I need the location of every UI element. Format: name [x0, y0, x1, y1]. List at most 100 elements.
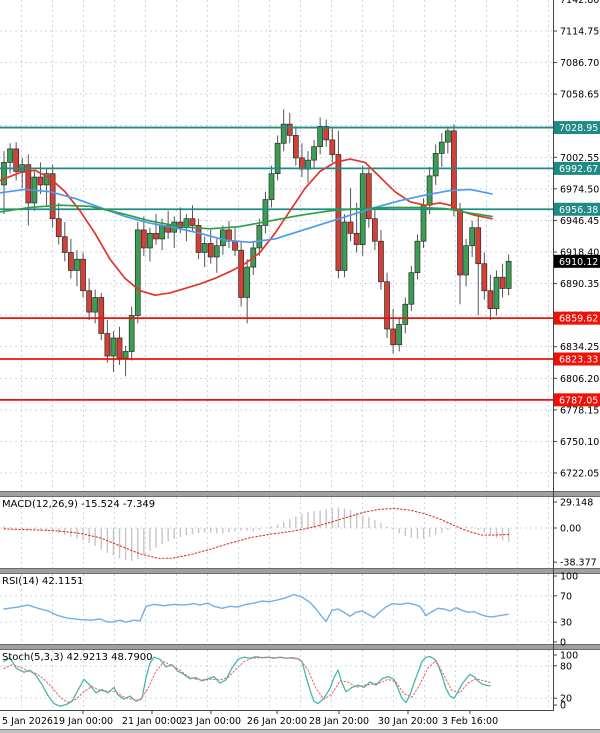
bear-candle — [481, 263, 488, 292]
bull-candle — [505, 260, 512, 289]
bull-candle — [147, 232, 153, 249]
bear-candle — [153, 232, 159, 240]
current-price-label: 6910.12 — [559, 257, 598, 268]
bear-candle — [98, 297, 105, 334]
bear-candle — [353, 232, 360, 245]
bull-candle — [43, 173, 50, 186]
bull-candle — [7, 148, 13, 163]
bear-candle — [68, 252, 74, 271]
bull-candle — [159, 225, 165, 240]
stoch-axis-label: 80 — [560, 661, 572, 672]
bear-candle — [323, 126, 330, 141]
price-axis-label: 7086.70 — [560, 58, 599, 69]
bear-candle — [49, 173, 56, 220]
price-axis-label: 7058.65 — [560, 90, 599, 101]
resistance-price-badge-label: 6992.67 — [559, 164, 598, 175]
time-axis-label: 19 Jan 00:00 — [53, 716, 113, 727]
support-price-badge-label: 6859.62 — [559, 314, 598, 325]
bear-candle — [384, 281, 390, 330]
bear-candle — [61, 236, 68, 253]
macd-axis-label: 29.148 — [560, 498, 593, 509]
bull-candle — [74, 258, 80, 271]
bull-candle — [463, 245, 469, 276]
rsi-panel[interactable] — [0, 574, 553, 644]
resistance-price-badge — [554, 121, 600, 135]
price-axis-label: 7142.80 — [560, 0, 599, 6]
support-price-badge — [554, 393, 600, 407]
separator-bar[interactable] — [0, 568, 600, 574]
price-axis-label: 6722.05 — [560, 469, 599, 480]
stoch-axis-label: 100 — [560, 651, 578, 662]
bear-candle — [487, 290, 494, 310]
bull-candle — [244, 266, 251, 298]
macd-axis-label: 0.00 — [560, 524, 581, 535]
level-lines — [0, 126, 553, 401]
stoch-d-line — [3, 657, 491, 704]
bull-candle — [414, 240, 421, 274]
support-price-badge-label: 6823.33 — [559, 355, 598, 366]
bull-candle — [402, 303, 409, 325]
price-axis-label: 6834.25 — [560, 342, 599, 353]
separator-bar[interactable] — [0, 491, 600, 497]
bull-candle — [92, 297, 99, 313]
rsi-axis-label: 0 — [560, 638, 566, 649]
macd-panel[interactable] — [0, 497, 553, 568]
time-axis-label: 26 Jan 20:00 — [247, 716, 307, 727]
bear-candle — [335, 154, 342, 271]
rsi-axis-label: 70 — [560, 591, 572, 602]
bull-candle — [396, 324, 403, 346]
separator-bar[interactable] — [0, 644, 600, 650]
rsi-indicator-label: RSI(14) 42.1151 — [2, 576, 84, 587]
bear-candle — [372, 218, 378, 242]
candles — [1, 109, 512, 377]
stoch-axis-label: 20 — [560, 694, 572, 705]
bull-candle — [493, 276, 500, 310]
bull-candle — [213, 245, 220, 258]
ma-line-mid-blue — [0, 188, 493, 244]
bear-candle — [347, 221, 354, 234]
bull-candle — [201, 243, 208, 253]
bear-candle — [475, 227, 482, 265]
bull-candle — [311, 146, 317, 161]
rsi-axis-label: 100 — [560, 572, 578, 583]
current-price-badge — [554, 254, 600, 268]
time-axis-label: 3 Feb 16:00 — [442, 716, 498, 727]
bull-candle — [256, 225, 263, 249]
bull-candle — [220, 229, 226, 247]
macd-indicator-label: MACD(12,26,9) -15.524 -7.349 — [2, 499, 156, 510]
bear-candle — [365, 173, 372, 220]
stoch-indicator-label: Stoch(5,3,3) 42.9213 48.7900 — [2, 652, 153, 663]
panel-separators — [0, 491, 600, 650]
bull-candle — [408, 272, 415, 305]
bear-candle — [232, 240, 238, 251]
bear-candle — [299, 157, 305, 170]
bull-candle — [268, 173, 275, 200]
support-price-badge — [554, 311, 600, 325]
bull-candle — [420, 204, 427, 242]
bull-candle — [444, 130, 451, 143]
time-axis-label: 5 Jan 2026 — [2, 716, 53, 727]
bull-candle — [280, 123, 287, 144]
price-axis[interactable]: 7142.807114.757086.707058.657030.607002.… — [553, 0, 600, 710]
bear-candle — [13, 148, 20, 172]
resistance-price-badge — [554, 202, 600, 216]
moving-averages — [0, 158, 493, 297]
bear-candle — [238, 249, 244, 298]
price-axis-label: 6778.15 — [560, 405, 599, 416]
bull-candle — [1, 162, 7, 186]
bear-candle — [499, 276, 506, 289]
main-grid — [0, 0, 553, 491]
bull-candle — [110, 337, 117, 357]
bear-candle — [140, 229, 147, 249]
price-axis-label: 6806.20 — [560, 374, 599, 385]
stoch-panel[interactable] — [0, 650, 553, 709]
bear-candle — [104, 333, 111, 357]
price-axis-label: 6974.50 — [560, 184, 599, 195]
bull-candle — [262, 199, 269, 226]
bear-candle — [390, 328, 396, 346]
price-axis-label: 6750.10 — [560, 437, 599, 448]
support-price-badge — [554, 352, 600, 366]
